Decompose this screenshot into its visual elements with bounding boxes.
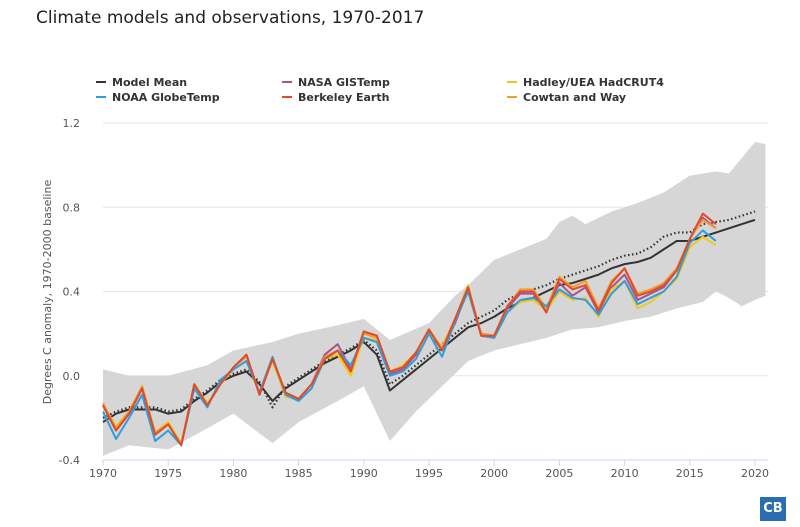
y-tick-label: 0.0 — [63, 370, 81, 383]
x-tick-label: 1990 — [350, 467, 378, 480]
x-tick-label: 2020 — [741, 467, 769, 480]
y-tick-label: 0.8 — [63, 201, 81, 214]
x-tick-label: 2005 — [545, 467, 573, 480]
legend-item[interactable]: NASA GISTemp — [282, 76, 390, 89]
legend-item[interactable]: Hadley/UEA HadCRUT4 — [507, 76, 664, 89]
x-tick-label: 1980 — [219, 467, 247, 480]
legend-item[interactable]: NOAA GlobeTemp — [96, 91, 220, 104]
legend-label: NOAA GlobeTemp — [112, 91, 220, 104]
legend-item[interactable]: Berkeley Earth — [282, 91, 389, 104]
y-tick-label: -0.4 — [59, 454, 80, 467]
y-tick-label: 1.2 — [63, 117, 81, 130]
x-tick-label: 1970 — [89, 467, 117, 480]
legend-label: Cowtan and Way — [523, 91, 626, 104]
x-tick-label: 1995 — [415, 467, 443, 480]
x-tick-label: 2010 — [611, 467, 639, 480]
legend-label: Model Mean — [112, 76, 187, 89]
y-axis-label: Degrees C anomaly, 1970-2000 baseline — [41, 180, 54, 405]
model-mean-line — [102, 218, 756, 423]
model-range-band — [103, 141, 766, 456]
legend-label: Berkeley Earth — [298, 91, 389, 104]
chart-title: Climate models and observations, 1970-20… — [36, 8, 425, 28]
x-tick-label: 1975 — [154, 467, 182, 480]
x-tick-label: 1985 — [285, 467, 313, 480]
legend-item[interactable]: Model Mean — [96, 76, 187, 89]
legend-item[interactable]: Cowtan and Way — [507, 91, 626, 104]
legend-label: NASA GISTemp — [298, 76, 390, 89]
y-tick-label: 0.4 — [63, 286, 81, 299]
series-line-noaa-globetemp — [102, 229, 717, 447]
x-tick-label: 2000 — [480, 467, 508, 480]
x-tick-label: 2015 — [676, 467, 704, 480]
legend-label: Hadley/UEA HadCRUT4 — [523, 76, 664, 89]
series-line-berkeley-earth — [102, 212, 717, 447]
carbon-brief-logo: CB — [760, 497, 786, 521]
